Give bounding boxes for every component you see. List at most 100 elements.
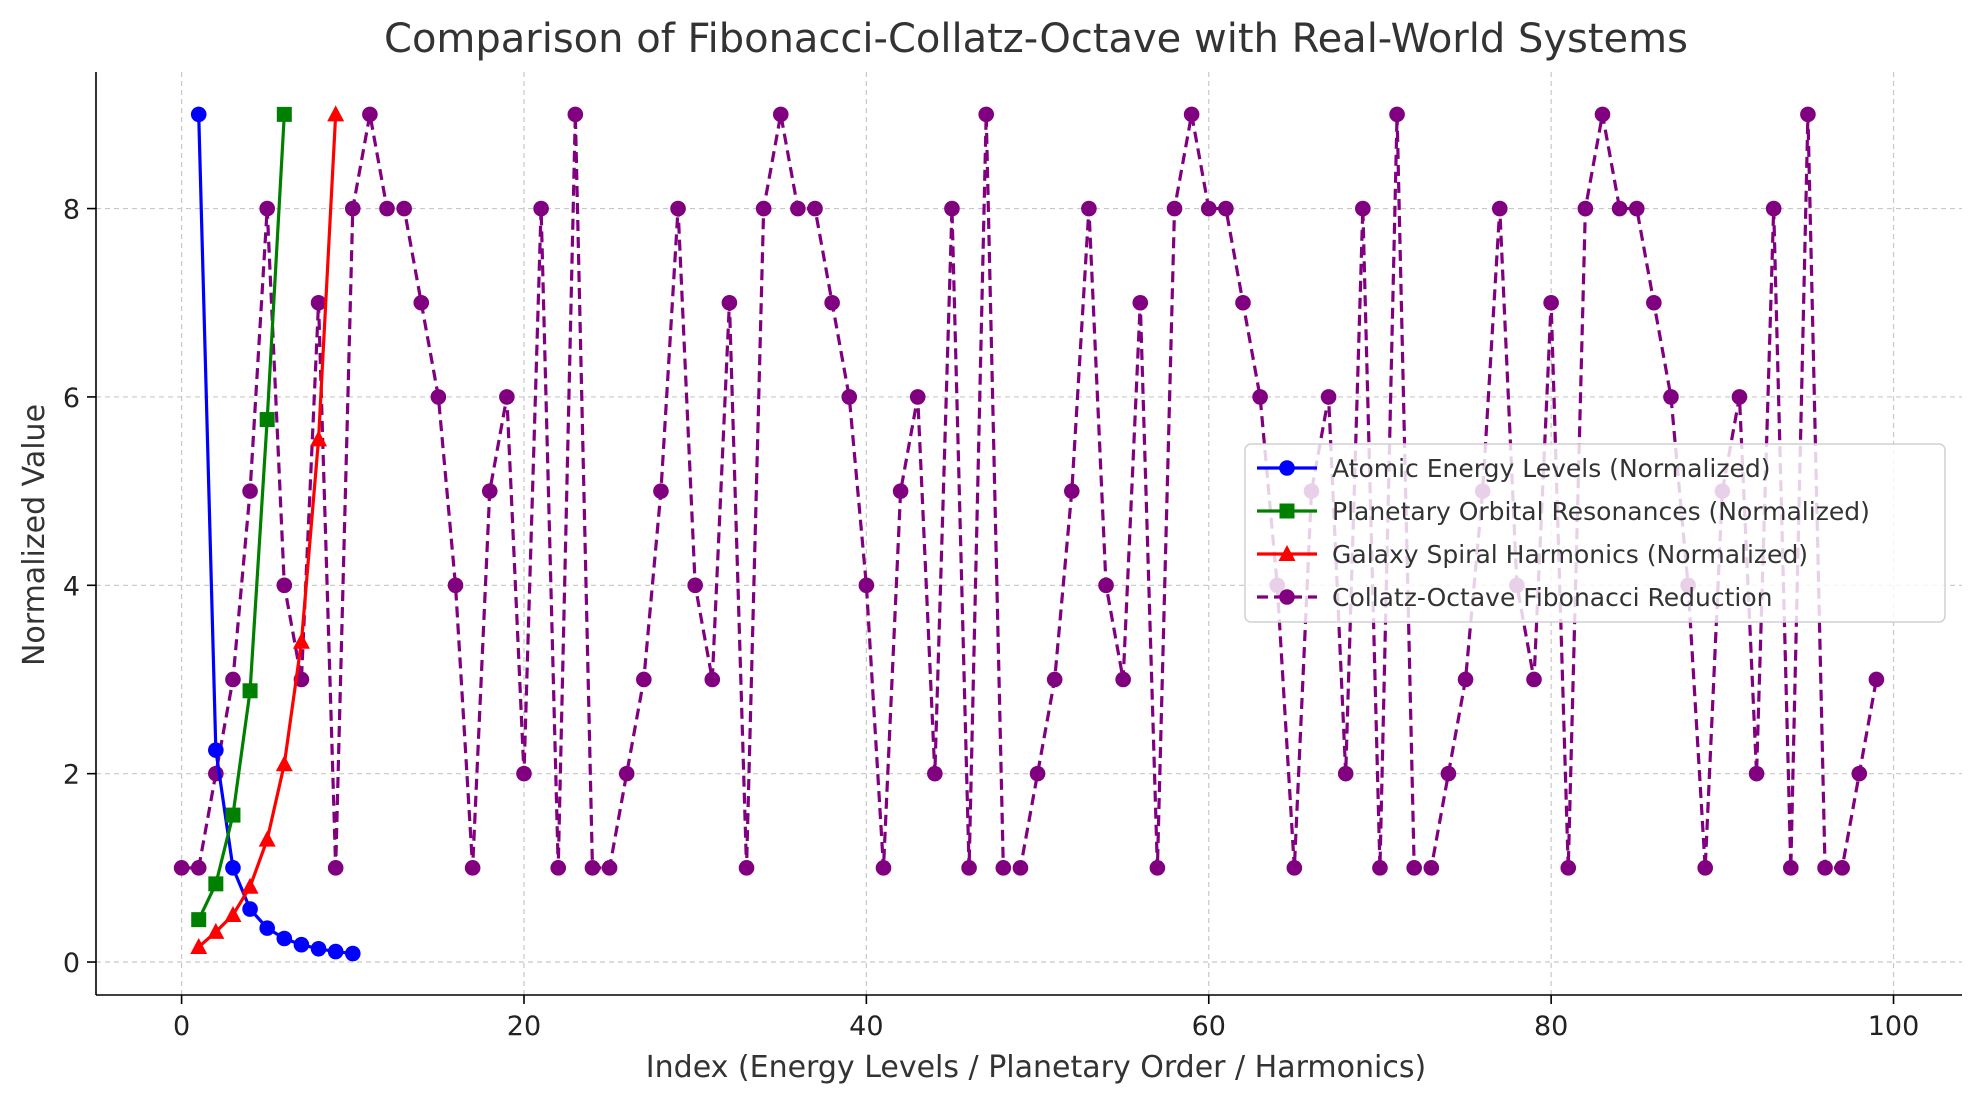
data-point — [1543, 294, 1559, 311]
legend-entry: Collatz-Octave Fibonacci Reduction — [1257, 583, 1772, 612]
legend-marker — [1279, 460, 1295, 476]
data-point — [995, 860, 1012, 876]
legend-marker — [1279, 503, 1295, 519]
data-point — [310, 940, 327, 957]
series-1 — [191, 106, 292, 928]
data-point — [944, 200, 960, 217]
data-point — [516, 765, 532, 782]
data-point — [276, 106, 292, 122]
y-axis-label: Normalized Value — [17, 404, 52, 666]
data-point — [1560, 860, 1577, 876]
data-point — [1783, 860, 1799, 876]
data-point — [892, 483, 909, 499]
x-tick-label: 80 — [1534, 1011, 1568, 1042]
data-point — [1149, 860, 1166, 876]
data-point — [772, 106, 789, 123]
data-point — [824, 294, 840, 311]
data-point — [1834, 860, 1850, 876]
data-point — [379, 200, 395, 217]
series-line — [197, 114, 353, 956]
data-point — [344, 945, 361, 962]
data-point — [1491, 200, 1508, 217]
data-point — [1748, 765, 1765, 782]
data-point — [927, 765, 943, 782]
data-point — [721, 294, 738, 311]
data-point — [1663, 389, 1679, 405]
data-point — [258, 830, 276, 847]
data-point — [1063, 483, 1080, 499]
data-point — [978, 106, 995, 123]
data-point — [242, 901, 258, 917]
data-point — [961, 860, 977, 876]
data-point — [1817, 860, 1833, 876]
data-point — [1372, 860, 1388, 876]
data-point — [224, 905, 242, 922]
data-point — [327, 860, 344, 876]
data-point — [704, 671, 721, 688]
data-point — [413, 294, 430, 311]
legend-label: Collatz-Octave Fibonacci Reduction — [1332, 583, 1772, 612]
data-point — [276, 930, 293, 947]
data-point — [190, 106, 207, 123]
data-point — [1098, 577, 1114, 594]
data-point — [1851, 765, 1868, 782]
data-point — [1183, 106, 1200, 123]
series-line — [197, 114, 338, 949]
data-point — [1081, 200, 1097, 217]
data-point — [841, 389, 858, 405]
data-point — [533, 200, 549, 217]
data-point — [242, 683, 258, 699]
data-point — [225, 807, 241, 823]
data-point — [567, 106, 584, 123]
data-point — [653, 483, 669, 499]
data-point — [191, 912, 207, 928]
data-point — [1029, 765, 1046, 782]
axes: 0 20 40 60 80 100 0 2 4 6 8 — [63, 72, 1962, 1042]
data-point — [481, 483, 498, 499]
data-point — [208, 742, 224, 758]
data-point — [790, 200, 806, 217]
x-tick-label: 60 — [1192, 1011, 1226, 1042]
y-tick-label: 0 — [63, 948, 80, 979]
data-point — [208, 876, 224, 892]
data-point — [259, 920, 275, 936]
data-point — [242, 483, 258, 499]
data-point — [327, 943, 344, 960]
data-point — [1731, 389, 1748, 405]
y-tick-label: 2 — [63, 760, 80, 791]
data-point — [225, 671, 241, 688]
series-line — [181, 112, 1878, 870]
data-point — [601, 860, 618, 876]
data-point — [1355, 200, 1371, 217]
data-point — [636, 671, 652, 688]
data-point — [1697, 860, 1714, 876]
data-point — [1594, 106, 1611, 123]
data-point — [1800, 106, 1816, 123]
data-point — [207, 922, 225, 939]
chart-title: Comparison of Fibonacci-Collatz-Octave w… — [384, 16, 1688, 62]
data-point — [1218, 200, 1234, 217]
data-point — [1440, 765, 1457, 782]
legend-entry: Galaxy Spiral Harmonics (Normalized) — [1257, 540, 1808, 569]
data-point — [362, 106, 378, 123]
data-point — [430, 389, 447, 405]
data-point — [1389, 106, 1405, 123]
data-point — [807, 200, 823, 217]
data-point — [259, 200, 275, 217]
data-point — [1046, 671, 1063, 688]
data-point — [225, 860, 241, 876]
data-point — [259, 412, 275, 428]
data-point — [858, 577, 875, 594]
legend-entry: Atomic Energy Levels (Normalized) — [1257, 454, 1770, 483]
data-point — [344, 200, 361, 217]
data-point — [1115, 671, 1131, 688]
data-point — [738, 860, 755, 876]
data-point — [292, 632, 310, 649]
x-tick-label: 0 — [173, 1011, 190, 1042]
data-point — [1423, 860, 1440, 876]
data-point — [875, 860, 892, 876]
data-point — [1320, 389, 1337, 405]
data-point — [1457, 671, 1474, 688]
x-axis-label: Index (Energy Levels / Planetary Order /… — [646, 1050, 1426, 1085]
